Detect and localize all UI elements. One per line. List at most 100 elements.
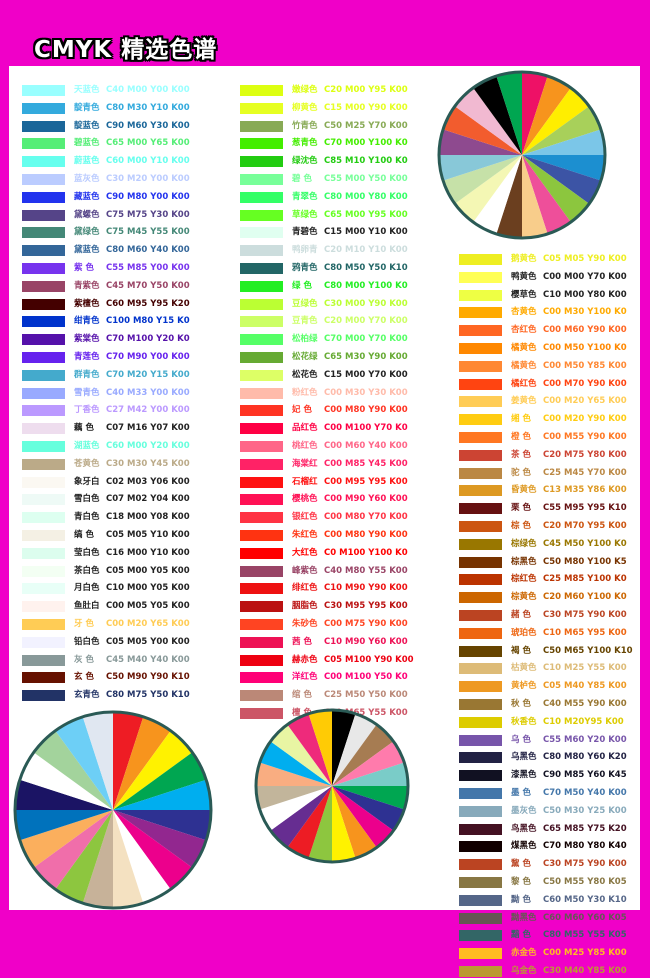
color-swatch <box>240 423 283 435</box>
color-name: 乌 色 <box>511 734 531 745</box>
color-name: 青翠色 <box>292 191 318 202</box>
color-name: 竹青色 <box>292 120 318 131</box>
cmyk-code: C05 M40 Y85 K00 <box>543 681 627 692</box>
cmyk-code: C0 M100 Y100 K0 <box>324 547 408 558</box>
color-name: 鱼肚白 <box>74 601 100 612</box>
cmyk-code: C00 M00 Y70 K00 <box>543 271 627 282</box>
color-name: 银红色 <box>292 512 318 523</box>
color-swatch <box>459 414 502 426</box>
color-swatch <box>22 672 65 684</box>
color-name: 赭 色 <box>511 610 531 620</box>
color-name: 鹅黄色 <box>511 254 537 264</box>
cmyk-code: C60 M00 Y10 K00 <box>106 156 190 167</box>
cmyk-code: C80 M60 Y40 K00 <box>106 245 190 256</box>
wheel-segment <box>443 106 522 155</box>
color-swatch <box>22 334 65 346</box>
color-swatch <box>240 102 283 114</box>
color-name: 姜黄色 <box>511 396 537 407</box>
cmyk-code: C40 M80 Y55 K00 <box>324 565 408 576</box>
color-name: 驼 色 <box>511 467 531 478</box>
wheel-segment <box>82 810 113 908</box>
cmyk-code: C07 M02 Y04 K00 <box>106 494 190 505</box>
color-name: 嫩绿色 <box>292 85 318 95</box>
cmyk-code: C10 M00 Y80 K00 <box>543 289 627 300</box>
wheel-segment <box>256 786 332 810</box>
color-swatch <box>22 191 65 203</box>
color-swatch <box>459 378 502 390</box>
color-swatch <box>240 565 283 577</box>
cmyk-code: C00 M100 Y70 K0 <box>324 423 408 434</box>
wheel-segment <box>113 810 193 890</box>
cmyk-code: C100 M80 Y15 K0 <box>106 316 190 327</box>
wheel-segment <box>113 810 171 904</box>
cmyk-code: C55 M00 Y50 K00 <box>324 174 408 184</box>
wheel-segment <box>454 87 522 155</box>
cmyk-code: C20 M10 Y10 K00 <box>324 245 408 256</box>
cmyk-code: C60 M00 Y20 K00 <box>106 441 190 451</box>
wheel-segment <box>113 810 211 841</box>
color-name: 雪白色 <box>74 494 100 505</box>
color-swatch <box>22 530 65 541</box>
cmyk-code: C02 M03 Y06 K00 <box>106 476 190 487</box>
color-name: 杏黄色 <box>511 307 537 318</box>
color-swatch <box>240 530 283 541</box>
cmyk-code: C90 M60 Y30 K00 <box>106 120 190 131</box>
color-swatch <box>22 263 65 274</box>
color-name: 黧 色 <box>511 859 531 870</box>
color-swatch <box>240 690 283 702</box>
color-swatch <box>22 636 65 648</box>
cmyk-code: C50 M90 Y90 K10 <box>106 672 190 683</box>
cmyk-code: C75 M75 Y30 K00 <box>106 209 190 220</box>
color-name: 黝 色 <box>511 894 531 905</box>
color-name: 檀 色 <box>292 708 312 718</box>
color-name: 海棠红 <box>292 458 318 469</box>
cmyk-code: C10 M00 Y05 K00 <box>106 583 190 594</box>
color-swatch <box>240 85 283 96</box>
color-swatch <box>22 476 65 488</box>
cmyk-code: C75 M45 Y55 K00 <box>106 227 190 238</box>
wheel-segment <box>55 716 113 810</box>
color-swatch <box>22 245 65 257</box>
color-name: 碧蓝色 <box>74 138 100 149</box>
cmyk-code: C25 M85 Y100 K0 <box>543 574 627 585</box>
color-swatch <box>22 423 65 435</box>
color-swatch <box>240 547 283 559</box>
color-swatch <box>22 601 65 613</box>
wheel-segment <box>332 786 394 848</box>
wheel-segment <box>113 810 144 908</box>
wheel-segment <box>113 752 207 810</box>
color-swatch <box>459 503 502 515</box>
color-swatch <box>459 289 502 301</box>
cmyk-code: C30 M95 Y95 K00 <box>324 601 408 612</box>
cmyk-code: C30 M20 Y00 K00 <box>106 174 190 184</box>
cmyk-code: C00 M90 Y60 K00 <box>324 494 408 505</box>
color-name: 棕绿色 <box>511 538 537 549</box>
color-swatch <box>459 752 502 764</box>
cmyk-code: C60 M50 Y30 K10 <box>543 894 627 905</box>
cmyk-code: C15 M00 Y10 K00 <box>324 227 408 238</box>
color-name: 蓝灰色 <box>74 174 100 184</box>
wheel-segment <box>15 779 113 810</box>
color-swatch <box>22 583 65 595</box>
wheel-segment <box>522 155 601 204</box>
cmyk-code: C25 M50 Y50 K00 <box>324 690 408 701</box>
color-name: 豆绿色 <box>292 298 318 309</box>
cmyk-code: C70 M00 Y70 K00 <box>324 334 408 345</box>
color-swatch <box>459 788 502 799</box>
color-name: 石榴红 <box>292 476 318 487</box>
cmyk-code: C00 M55 Y90 K00 <box>543 432 627 442</box>
cmyk-code: C80 M00 Y100 K0 <box>324 280 408 291</box>
cmyk-code: C00 M30 Y30 K00 <box>324 387 408 398</box>
cmyk-code: C50 M80 Y100 K5 <box>543 556 627 567</box>
wheel-segment <box>287 713 332 786</box>
color-swatch <box>459 449 502 461</box>
color-swatch <box>459 343 502 354</box>
color-swatch <box>22 441 65 452</box>
color-swatch <box>22 85 65 96</box>
color-name: 樱桃色 <box>292 494 318 505</box>
color-swatch <box>240 138 283 150</box>
cmyk-code: C80 M55 Y55 K05 <box>543 930 627 941</box>
cmyk-code: C25 M45 Y70 K00 <box>543 467 627 478</box>
wheel-segment <box>33 810 113 890</box>
cmyk-code: C00 M05 Y05 K00 <box>106 601 190 612</box>
